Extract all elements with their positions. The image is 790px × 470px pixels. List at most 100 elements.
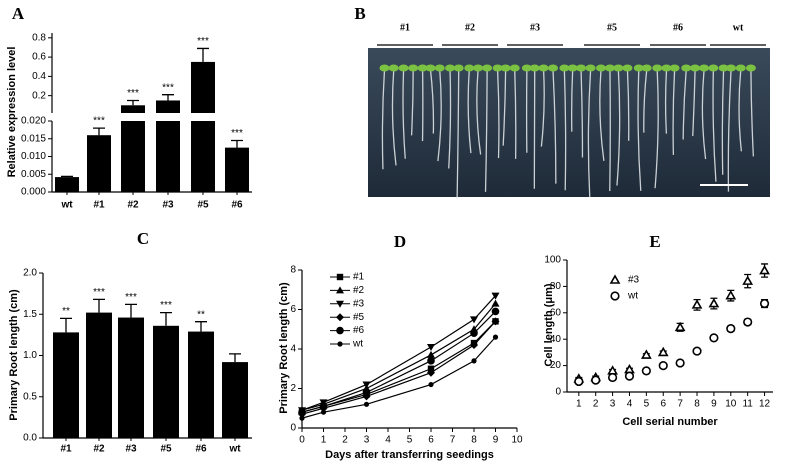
marker xyxy=(676,323,684,330)
bar xyxy=(121,121,145,192)
y-tick-label: 0.4 xyxy=(32,71,46,82)
marker xyxy=(761,300,769,308)
marker xyxy=(761,267,769,274)
marker xyxy=(364,402,369,407)
x-tick-label: 9 xyxy=(493,435,499,446)
y-tick-label: 8 xyxy=(290,265,296,276)
x-tick-label: #5 xyxy=(160,444,172,455)
series-line xyxy=(302,296,496,411)
x-tick-label: 8 xyxy=(694,399,700,410)
bar-upper xyxy=(156,100,180,113)
marker xyxy=(299,416,304,421)
leaf xyxy=(464,65,474,72)
x-axis-label: Days after transferring seedings xyxy=(325,449,494,461)
bar xyxy=(55,177,79,192)
marker xyxy=(642,351,650,358)
leaf xyxy=(652,65,662,72)
bar-upper xyxy=(121,105,145,113)
error-bar xyxy=(162,95,174,101)
legend-label: #3 xyxy=(353,298,365,309)
marker xyxy=(492,300,500,307)
marker xyxy=(321,410,326,415)
significance: ** xyxy=(62,306,70,317)
legend-marker xyxy=(611,292,619,300)
genotype-label: #2 xyxy=(465,22,475,33)
y-tick-label: 2 xyxy=(290,383,296,394)
bar xyxy=(188,332,214,438)
leaf xyxy=(746,65,756,72)
x-tick-label: 7 xyxy=(450,435,456,446)
marker xyxy=(727,325,735,333)
x-tick-label: 5 xyxy=(407,435,413,446)
bar xyxy=(156,121,180,192)
marker xyxy=(659,362,667,370)
leaf xyxy=(530,65,540,72)
x-tick-label: wt xyxy=(60,200,73,211)
leaf xyxy=(576,65,586,72)
error-bar xyxy=(93,299,105,312)
leaf xyxy=(690,65,700,72)
bar xyxy=(87,135,111,192)
x-tick-label: 3 xyxy=(364,435,370,446)
significance: *** xyxy=(160,300,172,311)
significance: *** xyxy=(93,116,105,127)
x-tick-label: 7 xyxy=(677,399,683,410)
bar xyxy=(225,148,249,192)
leaf xyxy=(510,65,520,72)
significance: *** xyxy=(127,88,139,99)
y-axis-label: Primary Root length (cm) xyxy=(8,289,20,421)
legend-label: wt xyxy=(352,339,363,350)
marker xyxy=(693,347,701,355)
x-tick-label: 5 xyxy=(644,399,650,410)
x-tick-label: 1 xyxy=(321,435,327,446)
x-tick-label: 4 xyxy=(385,435,391,446)
leaf xyxy=(426,65,436,72)
leaf xyxy=(454,65,464,72)
marker xyxy=(427,344,435,351)
y-tick-label: 6 xyxy=(290,304,296,315)
marker xyxy=(427,357,435,365)
marker xyxy=(493,335,498,340)
marker xyxy=(659,348,667,355)
marker xyxy=(710,300,718,307)
y-tick-label: 0.8 xyxy=(32,32,46,43)
marker xyxy=(575,378,583,386)
panel-label: C xyxy=(137,229,149,248)
error-bar xyxy=(125,304,137,317)
y-axis-label: Primary Root length (cm) xyxy=(278,282,290,414)
x-tick-label: wt xyxy=(228,444,241,455)
error-bar xyxy=(197,48,209,61)
legend-label: wt xyxy=(627,291,638,302)
x-tick-label: #2 xyxy=(93,444,105,455)
x-tick-label: 0 xyxy=(299,435,305,446)
leaf xyxy=(699,65,709,72)
leaf xyxy=(586,65,596,72)
y-tick-label: 1.0 xyxy=(23,350,37,361)
leaf xyxy=(399,65,409,72)
y-tick-label: 0.020 xyxy=(21,116,46,127)
genotype-label: #3 xyxy=(530,22,540,33)
marker xyxy=(428,382,433,387)
error-bar xyxy=(195,322,207,332)
x-tick-label: #2 xyxy=(127,200,139,211)
y-axis-label: Relative expression level xyxy=(6,47,18,178)
marker xyxy=(492,308,500,316)
y-tick-label: 0 xyxy=(555,387,561,398)
leaf xyxy=(726,65,736,72)
marker xyxy=(470,329,478,337)
error-bar xyxy=(93,128,105,135)
y-tick-label: 0.5 xyxy=(23,391,37,402)
marker xyxy=(625,366,633,373)
marker xyxy=(727,292,735,299)
leaf xyxy=(435,65,445,72)
leaf xyxy=(681,65,691,72)
leaf xyxy=(736,65,746,72)
x-tick-label: 10 xyxy=(725,399,737,410)
error-bar xyxy=(229,354,241,362)
legend-label: #1 xyxy=(353,272,365,283)
x-tick-label: 11 xyxy=(742,399,753,410)
marker xyxy=(470,316,478,323)
legend-label: #6 xyxy=(353,325,365,336)
x-tick-label: #6 xyxy=(195,444,207,455)
